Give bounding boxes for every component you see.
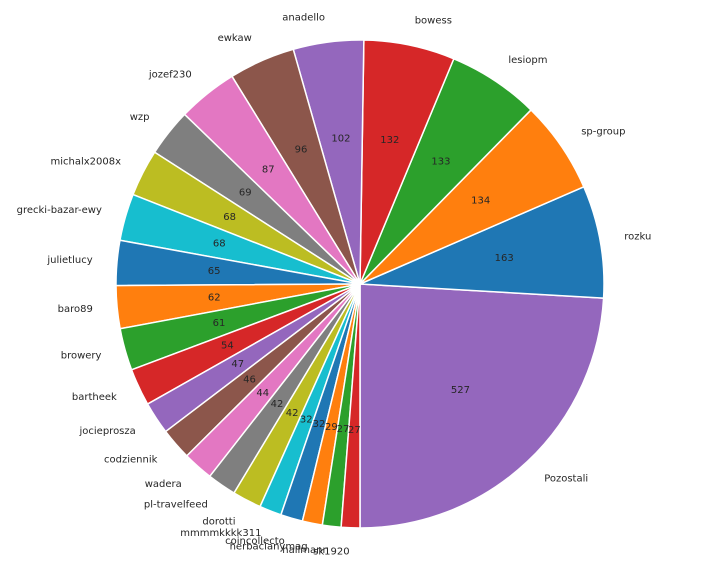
category-label-bartheek: bartheek — [72, 392, 117, 403]
value-label-browery: 61 — [213, 318, 226, 329]
category-label-jozef230: jozef230 — [148, 69, 192, 80]
value-label-mmmmkkkk311: 32 — [300, 415, 313, 426]
category-label-wzp: wzp — [130, 112, 150, 123]
value-label-herbacianymag: 29 — [325, 422, 338, 433]
category-label-julietlucy: julietlucy — [46, 255, 92, 266]
value-label-coincollecto: 32 — [313, 419, 326, 430]
category-label-dorotti: dorotti — [202, 516, 235, 527]
category-label-michalx2008x: michalx2008x — [51, 156, 122, 167]
value-labels: 527 163 134 133 132 102 96 87 69 68 68 65 62 61 54 47 46… — [208, 133, 514, 435]
category-label-baro89: baro89 — [58, 304, 93, 315]
value-label-dorotti: 42 — [286, 408, 299, 419]
category-label-sp-group: sp-group — [581, 126, 625, 137]
category-label-rozku: rozku — [624, 232, 651, 243]
category-label-herbacianymag: herbacianymag — [230, 542, 308, 553]
category-label-anadello: anadello — [282, 12, 325, 23]
value-label-sk1920: 27 — [348, 425, 361, 436]
value-label-pl-travelfeed: 42 — [271, 399, 284, 410]
value-label-baro89: 62 — [208, 292, 221, 303]
pie-slice-Pozostali — [359, 283, 605, 529]
category-label-sk1920: sk1920 — [313, 547, 349, 558]
category-label-mmmmkkkk311: mmmmkkkk311 — [180, 528, 261, 539]
value-label-grecki-bazar-ewy: 68 — [213, 238, 226, 249]
value-label-julietlucy: 65 — [208, 266, 221, 277]
category-label-bowess: bowess — [415, 16, 452, 27]
value-label-sp-group: 134 — [471, 196, 490, 207]
value-label-rozku: 163 — [495, 253, 514, 264]
category-labels: Pozostali rozku sp-group lesiopm bowess anade… — [17, 12, 652, 557]
category-label-lesiopm: lesiopm — [508, 55, 547, 66]
pie-slices — [115, 39, 605, 529]
category-label-wadera: wadera — [145, 479, 182, 490]
category-label-Pozostali: Pozostali — [544, 474, 588, 485]
value-label-Pozostali: 527 — [451, 385, 470, 396]
category-label-pl-travelfeed: pl-travelfeed — [144, 500, 208, 511]
value-label-anadello: 102 — [331, 133, 350, 144]
value-label-ewkaw: 96 — [295, 145, 308, 156]
value-label-bartheek: 54 — [221, 340, 234, 351]
value-label-jozef230: 87 — [262, 164, 275, 175]
category-label-codziennik: codziennik — [104, 455, 158, 466]
value-label-codziennik: 46 — [243, 375, 256, 386]
category-label-grecki-bazar-ewy: grecki-bazar-ewy — [17, 205, 102, 216]
category-label-coincollecto: coincollecto — [225, 536, 285, 547]
value-label-hallmann: 27 — [337, 424, 350, 435]
value-label-jocieprosza: 47 — [231, 359, 244, 370]
value-label-michalx2008x: 68 — [223, 212, 236, 223]
category-label-jocieprosza: jocieprosza — [79, 426, 136, 437]
value-label-wadera: 44 — [256, 388, 269, 399]
category-label-hallmann: hallmann — [282, 545, 329, 556]
value-label-lesiopm: 133 — [431, 156, 450, 167]
value-label-wzp: 69 — [239, 188, 252, 199]
category-label-browery: browery — [61, 351, 102, 362]
pie-slice-sk1920 — [340, 283, 361, 529]
pie-slice-rozku — [359, 186, 605, 299]
value-label-bowess: 132 — [380, 135, 399, 146]
category-label-ewkaw: ewkaw — [218, 33, 252, 44]
